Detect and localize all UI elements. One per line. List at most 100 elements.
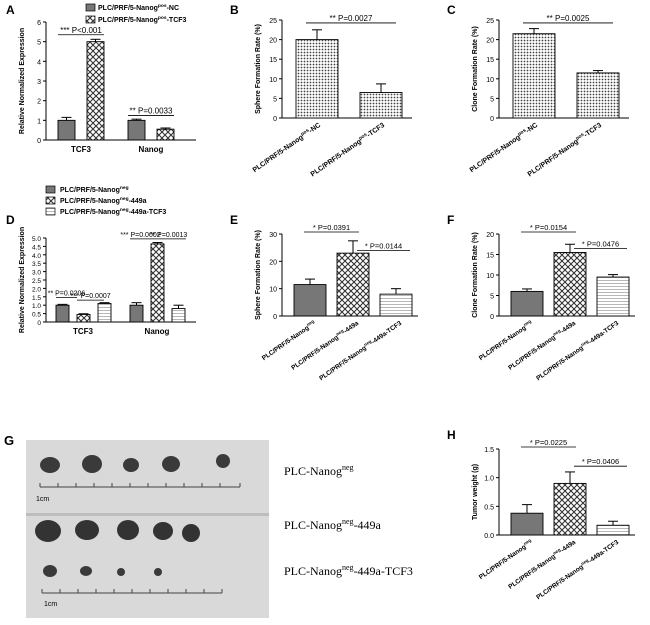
y-tick-label: 0.0	[484, 533, 494, 540]
y-tick-label: 0	[37, 138, 41, 145]
panel-h: H 0.0 0.5 1.0 1.5 Tumor weight (g) * P=0.0225 *…	[433, 425, 650, 620]
x-category-label: TCF3	[71, 145, 92, 154]
ruler-1	[39, 483, 241, 488]
y-tick-label: 0	[273, 314, 277, 321]
bar	[553, 252, 587, 317]
significance-label: * P=0.0154	[530, 223, 567, 232]
y-tick-label: 10	[486, 273, 494, 280]
panel-label-f: F	[447, 213, 454, 227]
significance-label: *** P=0.0002	[120, 232, 160, 239]
bar	[129, 304, 144, 323]
legend-entry: PLC/PRF/5-Nanogneg-449a	[60, 197, 147, 205]
y-tick-label: 4	[37, 59, 41, 66]
y-tick-label: 25	[486, 18, 494, 25]
y-tick-label: 15	[486, 57, 494, 64]
y-tick-label: 3	[37, 79, 41, 86]
tumor-row-1	[40, 454, 230, 473]
significance-label: ** P=0.0027	[330, 14, 373, 23]
y-axis-label: Sphere Formation Rate (%)	[255, 24, 262, 114]
bar	[156, 128, 175, 141]
panel-c: C 0 5 10 15 20 25 Clone Formation Rate (%) ** P=…	[433, 0, 650, 210]
legend-entry: PLC/PRF/5-Nanogpos-TCF3	[98, 16, 187, 24]
panel-f: F 0 5 10 15 20 Clone Formation Rate (%) * P=0.0…	[433, 210, 650, 400]
x-category-label: PLC/PRF/5-Nanogneg-449a-TCF3	[317, 318, 403, 382]
x-category-label: PLC/PRF/5-Nanogpos-TCF3	[526, 121, 603, 178]
bar	[127, 119, 146, 141]
y-tick-label: 0.5	[32, 312, 41, 319]
x-category-label: PLC/PRF/5-Nanogneg-449a	[506, 537, 577, 590]
tumor	[182, 524, 200, 542]
chart-e: E 0 10 20 30 Sphere Formation Rate (%) * P=0.0…	[230, 213, 418, 382]
panel-label-b: B	[230, 3, 239, 17]
tumor	[80, 566, 92, 576]
y-tick-label: 0	[490, 314, 494, 321]
y-tick-label: 3.5	[32, 261, 41, 268]
y-tick-label: 0	[37, 320, 41, 327]
tumor-row-2	[35, 520, 200, 542]
bar	[510, 512, 544, 536]
tumor	[35, 520, 61, 542]
chart-c: C 0 5 10 15 20 25 Clone Formation Rate (%) ** P=…	[447, 3, 629, 178]
y-tick-label: 5	[490, 96, 494, 103]
y-axis-label: Sphere Formation Rate (%)	[255, 230, 262, 320]
y-tick-label: 15	[486, 253, 494, 260]
y-tick-label: 3.0	[32, 270, 41, 277]
x-category-label: TCF3	[73, 327, 94, 336]
tumor	[75, 520, 99, 540]
y-tick-label: 2.5	[32, 278, 41, 285]
tumor	[154, 568, 162, 576]
significance-label: ** P=0.0025	[547, 14, 590, 23]
ruler-2	[41, 589, 223, 594]
y-tick-label: 0	[490, 116, 494, 123]
y-tick-label: 6	[37, 20, 41, 27]
y-tick-label: 10	[269, 287, 277, 294]
bar	[150, 243, 165, 323]
chart-d: D 00.5 1.01.5 2.02.53.0 3.54.0 4.55.0 Relative…	[6, 185, 196, 336]
bar	[295, 39, 339, 119]
bar	[171, 308, 186, 323]
bar	[596, 524, 630, 536]
y-tick-label: 5	[273, 96, 277, 103]
y-tick-label: 5.0	[32, 236, 41, 243]
y-tick-label: 1.5	[32, 295, 41, 302]
tumor-row-3	[43, 565, 162, 577]
bar	[510, 290, 544, 317]
panel-label-c: C	[447, 3, 456, 17]
bar	[55, 304, 70, 323]
ruler-1-label: 1cm	[36, 496, 49, 503]
tumor	[153, 522, 173, 540]
y-tick-label: 1	[37, 118, 41, 125]
y-tick-label: 20	[486, 232, 494, 239]
bar	[512, 33, 556, 119]
legend-swatch	[85, 3, 96, 12]
x-category-label: Nanog	[139, 145, 164, 154]
legend-entry: PLC/PRF/5-Nanogneg	[60, 186, 129, 194]
bar	[336, 252, 370, 317]
tumor	[82, 455, 102, 473]
bar	[57, 119, 76, 141]
tumor	[43, 565, 57, 577]
photo-divider	[26, 513, 269, 516]
panel-label-d: D	[6, 213, 15, 227]
legend-swatch	[45, 196, 56, 205]
y-axis-label: Relative Normalized Expression	[19, 28, 26, 134]
bar	[97, 303, 112, 323]
photo-background	[26, 440, 269, 618]
y-tick-label: 0.5	[484, 504, 494, 511]
significance-label: *** P<0.001	[60, 26, 102, 35]
y-tick-label: 1.0	[32, 303, 41, 310]
chart-b: B 0 5 10 15 20 25 Sphere Formation Rate (%) ** P…	[230, 3, 412, 178]
bar	[553, 482, 587, 536]
x-category-label: PLC/PRF/5-Nanogpos-NC	[251, 121, 322, 174]
tumor	[123, 458, 139, 472]
panel-label-h: H	[447, 428, 456, 442]
y-tick-label: 4.5	[32, 244, 41, 251]
group-label-3: PLC-Nanogneg-449a-TCF3	[284, 563, 413, 578]
x-category-label: Nanog	[145, 327, 170, 336]
y-tick-label: 0	[273, 116, 277, 123]
bar	[576, 72, 620, 119]
y-tick-label: 30	[269, 232, 277, 239]
significance-label: ** P=0.0033	[130, 106, 173, 115]
x-category-label: PLC/PRF/5-Nanogneg-449a-TCF3	[534, 537, 620, 601]
y-tick-label: 2	[37, 99, 41, 106]
